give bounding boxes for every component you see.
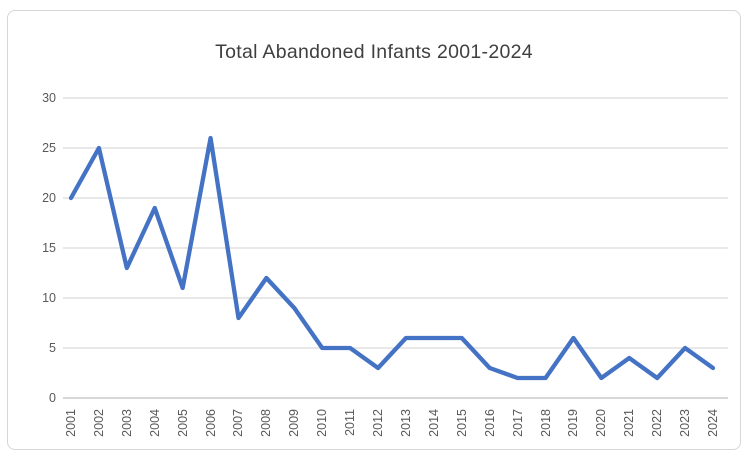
y-tick-label-20: 20 [42, 191, 56, 205]
y-tick-label-30: 30 [42, 91, 56, 105]
x-tick-label-2013: 2013 [398, 409, 413, 437]
y-tick-label-0: 0 [49, 391, 56, 405]
x-tick-label-2018: 2018 [538, 409, 553, 437]
data-series-line [68, 135, 716, 381]
x-tick-label-2004: 2004 [147, 409, 162, 437]
x-tick-label-2002: 2002 [91, 409, 106, 437]
x-tick-label-2024: 2024 [706, 409, 720, 437]
y-tick-label-25: 25 [42, 141, 56, 155]
x-tick-label-2011: 2011 [343, 409, 358, 436]
x-tick-label-2007: 2007 [231, 409, 246, 437]
x-tick-label-2015: 2015 [454, 409, 469, 437]
x-tick-label-2016: 2016 [482, 409, 497, 437]
y-tick-label-10: 10 [42, 291, 56, 305]
x-tick-label-2021: 2021 [622, 409, 637, 437]
x-tick-label-2012: 2012 [371, 409, 386, 437]
x-tick-label-2010: 2010 [315, 409, 330, 437]
x-tick-label-2017: 2017 [510, 409, 525, 437]
x-tick-label-2020: 2020 [594, 409, 609, 437]
y-tick-label-15: 15 [42, 241, 56, 255]
x-tick-label-2008: 2008 [259, 409, 274, 437]
line-plot [63, 97, 728, 399]
chart-card: Total Abandoned Infants 2001-2024 0 5 10 15… [7, 10, 741, 450]
x-tick-label-2005: 2005 [175, 409, 190, 437]
x-tick-label-2009: 2009 [287, 409, 302, 437]
x-tick-label-2006: 2006 [203, 409, 218, 437]
x-tick-label-2022: 2022 [650, 409, 665, 437]
x-tick-label-2003: 2003 [119, 409, 134, 437]
x-tick-label-2019: 2019 [566, 409, 581, 437]
x-tick-label-2023: 2023 [678, 409, 693, 437]
x-tick-label-2014: 2014 [426, 409, 441, 437]
x-tick-label-2001: 2001 [64, 409, 78, 437]
y-tick-label-5: 5 [49, 341, 56, 355]
chart-title: Total Abandoned Infants 2001-2024 [215, 41, 533, 63]
